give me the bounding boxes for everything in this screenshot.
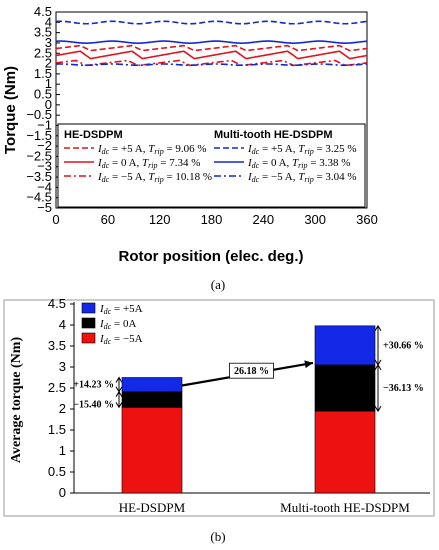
category-labels-b: HE-DSDPM Multi-tooth HE-DSDPM	[119, 500, 410, 515]
bar-segment-zero	[314, 364, 376, 412]
annotation-left-bottom: −15.40 %	[73, 400, 114, 411]
y-tick-label: 2	[59, 401, 66, 416]
outer-frame-b	[3, 299, 435, 517]
legend-entries-a: HE-DSDPM Multi-tooth HE-DSDPM Idc = +5 A, …	[64, 129, 357, 184]
bars-b	[121, 325, 376, 494]
comparison-arrowhead	[304, 360, 313, 369]
legend-title: Multi-tooth HE-DSDPM	[214, 129, 333, 141]
annotations-b: +14.23 % −15.40 % +30.66 % −36.13 % 26.18 %	[73, 324, 424, 413]
bracket-arrowhead	[115, 402, 123, 409]
bar-segment-plus5	[121, 377, 183, 393]
panel-a: −5−4.5−4−3.5−3−2.5−2−1.5−1−0.500.511.522…	[2, 4, 378, 292]
bracket-arrowhead	[374, 405, 382, 413]
y-tick-label: −4	[37, 179, 52, 194]
y-tick-label: 3	[45, 35, 52, 50]
x-tick-label: 180	[201, 212, 223, 227]
y-tick-label: −0.5	[26, 107, 52, 122]
y-tick-label: 0.5	[34, 87, 52, 102]
bar-segment-minus5	[314, 410, 376, 494]
x-tick-labels-a: 0 60 120 180 240 300 360	[52, 204, 378, 227]
y-tick-label: 0	[59, 485, 66, 500]
x-tick-label: 120	[149, 212, 171, 227]
x-tick-label: 60	[101, 212, 115, 227]
annotation-left-top: +14.23 %	[73, 380, 114, 391]
arrow-label-box	[229, 362, 274, 379]
y-tick-label: −4.5	[26, 190, 52, 205]
y-tick-label: 2	[45, 56, 52, 71]
legend-label: Idc = 0 A, Trip = 3.38 %	[247, 157, 350, 170]
y-tick-label: 1	[59, 443, 66, 458]
y-tick-label: 3	[59, 359, 66, 374]
y-tick-label: 4.5	[48, 296, 66, 311]
annotation-right-top: +30.66 %	[383, 340, 424, 351]
category-label: HE-DSDPM	[119, 500, 186, 515]
legend-label: Idc = −5 A, Trip = 10.18 %	[97, 171, 212, 184]
category-label: Multi-tooth HE-DSDPM	[280, 500, 410, 515]
legend-label: Idc = −5 A, Trip = 3.04 %	[247, 171, 357, 184]
legend-label: Idc = 0A	[99, 318, 136, 331]
series-line	[55, 59, 368, 67]
panel-label-b: (b)	[210, 529, 225, 544]
legend-swatch	[81, 317, 96, 329]
legend-label: Idc = −5A	[99, 333, 143, 346]
bracket-arrowhead	[374, 363, 382, 371]
annotation-right-bottom: −36.13 %	[383, 383, 424, 394]
y-axis-label-a: Torque (Nm)	[2, 66, 19, 154]
bracket-arrowhead	[374, 324, 382, 332]
y-tick-labels-a: −5−4.5−4−3.5−3−2.5−2−1.5−1−0.500.511.522…	[26, 4, 60, 215]
y-tick-label: 0.5	[48, 464, 66, 479]
series-line	[55, 63, 368, 67]
y-tick-label: 2.5	[48, 380, 66, 395]
y-tick-label: 1	[45, 76, 52, 91]
legend-b: Idc = +5A Idc = 0A Idc = −5A	[81, 302, 143, 346]
legend-label: Idc = +5A	[99, 303, 143, 316]
legend-box-a	[57, 123, 366, 208]
arrow-label: 26.18 %	[234, 366, 269, 377]
bar-segment-zero	[121, 391, 183, 408]
legend-label: Idc = +5 A, Trip = 9.06 %	[97, 143, 207, 156]
y-tick-label: 4	[45, 14, 52, 29]
bracket-arrowhead	[115, 376, 123, 383]
series-line	[55, 44, 368, 52]
y-tick-label: −1	[37, 117, 52, 132]
y-tick-label: 1.5	[34, 66, 52, 81]
x-tick-label: 360	[356, 212, 378, 227]
panel-b: 0 0.5 1 1.5 2 2.5 3 3.5 4 4.5 Average torque (Nm)…	[3, 296, 435, 544]
y-tick-label: 3.5	[48, 338, 66, 353]
legend-swatch	[81, 332, 96, 344]
y-tick-label: 3.5	[34, 25, 52, 40]
y-tick-label: 4.5	[34, 4, 52, 19]
x-axis-label-a: Rotor position (elec. deg.)	[118, 248, 303, 265]
y-tick-label: −2	[37, 138, 52, 153]
legend-swatch	[81, 302, 96, 314]
bar-segment-minus5	[121, 407, 183, 494]
y-tick-label: −1.5	[26, 128, 52, 143]
series-line	[55, 50, 368, 60]
y-tick-label: −3.5	[26, 169, 52, 184]
y-tick-label: 0	[45, 97, 52, 112]
y-tick-label: −2.5	[26, 148, 52, 163]
y-axis-label-b: Average torque (Nm)	[9, 337, 24, 464]
legend-title: HE-DSDPM	[64, 129, 123, 141]
series-line	[55, 40, 368, 44]
y-tick-label: 2.5	[34, 45, 52, 60]
legend-a: HE-DSDPM Multi-tooth HE-DSDPM Idc = +5 A, …	[57, 123, 366, 208]
y-tick-labels-b: 0 0.5 1 1.5 2 2.5 3 3.5 4 4.5	[48, 296, 74, 500]
bar-segment-plus5	[314, 325, 376, 366]
x-tick-label: 240	[252, 212, 274, 227]
legend-label: Idc = +5 A, Trip = 3.25 %	[247, 143, 357, 156]
x-tick-label: 0	[52, 212, 59, 227]
y-tick-label: −5	[37, 200, 52, 215]
series-lines-a	[55, 20, 368, 67]
y-tick-label: 4	[59, 317, 66, 332]
y-tick-label: −3	[37, 159, 52, 174]
panel-label-a: (a)	[211, 277, 225, 292]
series-line	[55, 20, 368, 25]
x-tick-label: 300	[304, 212, 326, 227]
legend-label: Idc = 0 A, Trip = 7.34 %	[97, 157, 200, 170]
y-tick-label: 1.5	[48, 422, 66, 437]
bracket-arrowhead	[115, 390, 123, 398]
